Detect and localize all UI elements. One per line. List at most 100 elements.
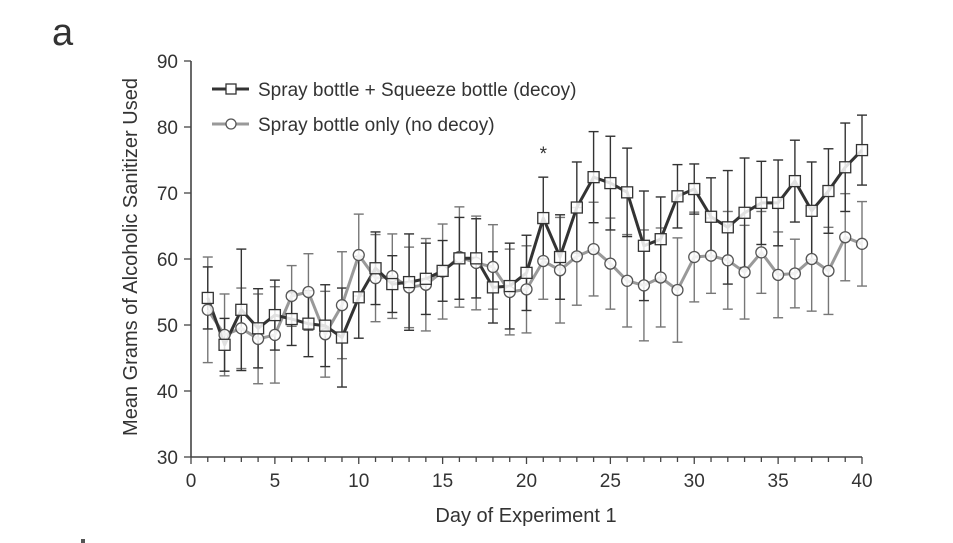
circle-marker [671,283,684,297]
y-tick-label: 30 [157,448,178,469]
legend: Spray bottle + Squeeze bottle (decoy) Sp… [212,80,576,136]
circle-marker [855,237,869,250]
x-tick-label: 15 [432,471,453,492]
square-marker [453,252,466,265]
square-marker [805,204,818,217]
circle-marker [201,303,214,316]
square-marker [671,190,684,203]
square-marker [553,250,567,264]
circle-marker [570,250,583,263]
legend-circle-marker-icon [225,118,237,130]
square-marker [235,303,248,316]
y-axis-title: Mean Grams of Alcoholic Sanitizer Used [120,78,142,436]
axes: 0 5 10 15 20 25 30 35 40 30 40 50 60 70 80 90 [157,52,873,492]
x-axis-title: Day of Experiment 1 [435,505,616,527]
square-marker [369,262,382,275]
square-marker [402,275,416,289]
x-tick-label: 0 [186,471,197,492]
square-marker [654,233,667,246]
series-line-decoy [206,149,864,347]
series-lines [206,149,864,347]
square-marker [419,272,433,285]
square-marker [335,331,349,344]
x-tick-label: 35 [768,471,789,492]
circle-marker [587,242,600,256]
x-tick-label: 20 [516,471,537,492]
y-tick-label: 80 [157,118,178,139]
square-marker [436,264,449,278]
significance-asterisk: * [540,144,548,165]
circle-marker [688,250,701,264]
series-markers [201,143,869,351]
corner-artifact-mark [81,539,85,543]
circle-marker [654,271,667,284]
square-marker [570,201,583,214]
square-marker [503,279,516,293]
legend-label-no-decoy: Spray bottle only (no decoy) [258,115,495,136]
y-tick-label: 70 [157,184,178,205]
error-bars [202,114,867,388]
square-marker [537,211,550,225]
square-marker [788,174,802,188]
circle-marker [268,328,282,342]
square-marker [486,281,500,294]
panel-label: a [52,12,74,54]
circle-marker [771,268,785,281]
series-line-no-decoy [206,235,863,341]
circle-marker [553,264,567,277]
x-tick-label: 5 [270,471,281,492]
square-marker [587,171,600,184]
square-marker [201,291,214,305]
square-marker [218,338,231,351]
square-marker [352,291,365,304]
circle-marker [302,285,315,299]
y-tick-label: 60 [157,250,178,271]
square-marker [637,239,651,252]
circle-marker [537,254,550,268]
legend-item-decoy: Spray bottle + Squeeze bottle (decoy) [212,80,576,101]
y-tick-label: 90 [157,52,178,73]
square-marker [268,308,282,322]
square-marker [520,266,533,280]
circle-marker [235,322,248,335]
square-marker [839,161,852,174]
square-marker [319,319,332,332]
y-tick-label: 50 [157,316,178,337]
square-marker [621,186,634,199]
legend-item-no-decoy: Spray bottle only (no decoy) [212,115,495,136]
square-marker [688,182,701,196]
y-tick-label: 40 [157,382,178,403]
circle-marker [520,283,533,296]
circle-marker [335,299,349,312]
legend-square-marker-icon [225,83,237,95]
x-tick-label: 10 [348,471,369,492]
square-marker [386,277,399,291]
circle-marker [621,274,634,287]
square-marker [738,206,751,219]
circle-marker [604,257,617,270]
square-marker [285,312,298,326]
circle-marker [755,246,768,259]
circle-marker [721,254,734,267]
circle-marker [805,252,818,266]
square-marker [721,221,734,234]
square-marker [755,196,768,210]
circle-marker [637,279,651,292]
square-marker [302,317,315,330]
circle-marker [822,264,835,278]
x-tick-label: 40 [851,471,872,492]
square-marker [822,184,835,198]
square-marker [771,196,785,210]
circle-marker [738,266,751,279]
circle-marker [285,289,298,303]
x-tick-label: 30 [684,471,705,492]
circle-marker [704,249,718,262]
circle-marker [352,248,365,262]
square-marker [704,210,718,223]
square-marker [855,143,869,157]
square-marker [470,252,483,265]
legend-label-decoy: Spray bottle + Squeeze bottle (decoy) [258,80,576,101]
circle-marker [251,332,265,346]
square-marker [251,322,265,335]
